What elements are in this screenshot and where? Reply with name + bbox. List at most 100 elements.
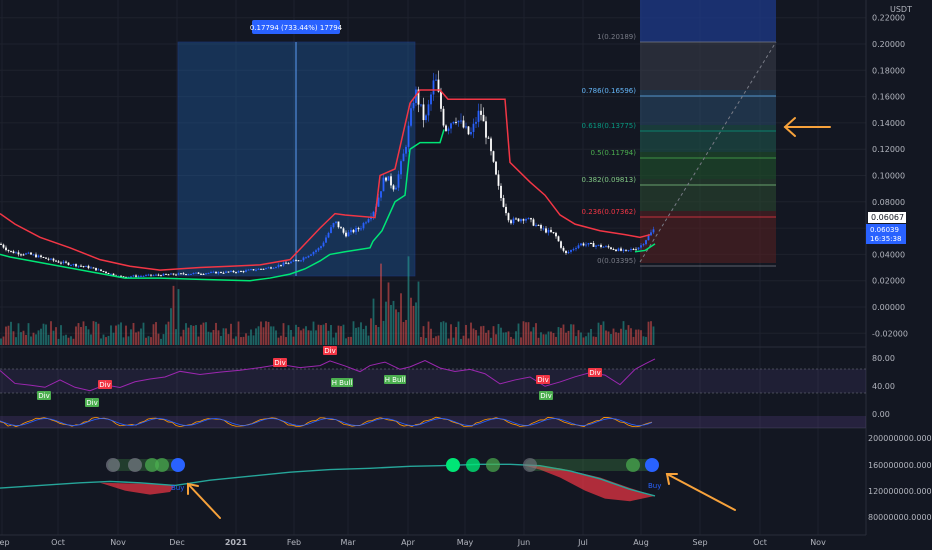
candle-body xyxy=(82,266,85,268)
candle-body xyxy=(547,229,550,233)
rsi-axis[interactable]: 80.00 40.00 0.00 xyxy=(872,354,895,419)
candle-body xyxy=(112,273,115,276)
candle-body xyxy=(277,264,280,267)
candle-body xyxy=(575,248,577,250)
candle-body xyxy=(465,126,467,128)
candle-body xyxy=(280,264,282,266)
arrow-icon-buy-2 xyxy=(665,473,736,511)
price-tick: 0.22000 xyxy=(872,14,905,23)
candle-body xyxy=(287,263,290,265)
candle-body xyxy=(495,161,497,175)
candle-body xyxy=(565,250,567,254)
candle-body xyxy=(537,224,540,226)
candle-body xyxy=(340,227,342,229)
candle-body xyxy=(617,248,620,252)
candle-body xyxy=(295,260,297,262)
candle-body xyxy=(177,273,180,275)
candle-body xyxy=(405,146,407,154)
candle-body xyxy=(385,177,387,181)
candle-body xyxy=(220,271,222,273)
annotation-arrows xyxy=(187,117,831,519)
time-tick: Apr xyxy=(401,538,416,547)
candle-body xyxy=(437,79,440,92)
price-axis[interactable]: 0.22000 0.20000 0.18000 0.16000 0.14000 0.120… xyxy=(872,14,908,339)
rsi-tag: Div xyxy=(537,376,548,384)
fib-retracement[interactable]: 1(0.20189) 0.786(0.16596) 0.618(0.13775) 0.… xyxy=(582,0,777,267)
candle-body xyxy=(202,273,205,275)
candle-body xyxy=(145,275,147,277)
candle-body xyxy=(102,270,105,272)
candle-body xyxy=(627,249,630,251)
rsi-tag: Div xyxy=(38,392,49,400)
candle-body xyxy=(362,223,365,229)
bearish-fill-2 xyxy=(520,464,655,502)
oscillator-tick: 200000000.00000 xyxy=(868,434,932,443)
time-axis[interactable]: Sep Oct Nov Dec 2021 Feb Mar Apr May Jun Jul Aug Sep… xyxy=(0,538,826,547)
candle-body xyxy=(577,245,580,249)
candle-body xyxy=(470,131,472,135)
price-candles[interactable] xyxy=(0,70,655,278)
candle-body xyxy=(535,224,537,226)
range-label: 0.17794 (733.44%) 17794 xyxy=(250,24,343,32)
candle-body xyxy=(195,272,197,274)
candle-body xyxy=(215,271,217,274)
candle-body xyxy=(430,94,432,105)
candle-body xyxy=(60,262,62,264)
time-tick: Jun xyxy=(517,538,531,547)
candle-body xyxy=(552,232,555,234)
candle-body xyxy=(520,219,522,222)
candle-body xyxy=(132,275,135,277)
candle-body xyxy=(477,110,480,122)
oscillator-tick: 160000000.00000 xyxy=(868,461,932,470)
candle-body xyxy=(407,125,410,147)
range-measure-box[interactable]: 0.17794 (733.44%) 17794 xyxy=(177,20,416,277)
price-tick: 0.02000 xyxy=(872,277,905,286)
price-tick: -0.02000 xyxy=(872,329,908,338)
trend-oscillator-pane[interactable]: Buy Buy xyxy=(0,458,661,502)
signal-dots xyxy=(106,458,659,472)
candle-body xyxy=(395,187,397,190)
candle-body xyxy=(70,264,72,266)
candle-body xyxy=(480,110,482,115)
candle-body xyxy=(397,174,400,188)
candle-body xyxy=(605,246,607,248)
candle-body xyxy=(427,104,430,116)
candle-body xyxy=(522,219,525,221)
time-tick: Nov xyxy=(810,538,826,547)
candle-body xyxy=(635,249,637,251)
candle-body xyxy=(330,227,332,233)
candle-body xyxy=(150,274,152,276)
candle-body xyxy=(442,108,445,126)
support-line xyxy=(0,129,445,282)
candle-body xyxy=(10,250,12,252)
candle-body xyxy=(455,121,457,123)
candle-body xyxy=(292,260,295,262)
candle-body xyxy=(282,262,285,266)
candle-body xyxy=(482,114,485,122)
candle-body xyxy=(310,254,312,256)
candle-body xyxy=(502,198,505,207)
candle-body xyxy=(255,269,257,271)
candle-body xyxy=(352,229,355,233)
time-tick: Sep xyxy=(0,538,10,547)
time-tick: Nov xyxy=(110,538,126,547)
candle-body xyxy=(380,191,382,198)
candle-body xyxy=(180,273,182,275)
candle-body xyxy=(222,272,225,274)
stoch-pane[interactable] xyxy=(0,416,866,428)
candle-body xyxy=(457,120,460,123)
candle-body xyxy=(542,228,545,230)
candle-body xyxy=(497,174,500,186)
candle-body xyxy=(250,269,252,271)
candle-body xyxy=(572,249,575,251)
rsi-pane[interactable]: Div Div Div Div Div H Bull H Bull Div Div Div xyxy=(0,346,866,407)
candle-body xyxy=(25,253,27,255)
fib-level-label: 1(0.20189) xyxy=(597,33,636,41)
candle-body xyxy=(200,273,202,275)
candle-body xyxy=(587,243,590,245)
candle-body xyxy=(225,271,227,273)
oscillator-axis[interactable]: 200000000.00000 160000000.00000 120000000.… xyxy=(868,434,932,522)
candle-body xyxy=(580,243,582,246)
candle-body xyxy=(65,261,67,263)
